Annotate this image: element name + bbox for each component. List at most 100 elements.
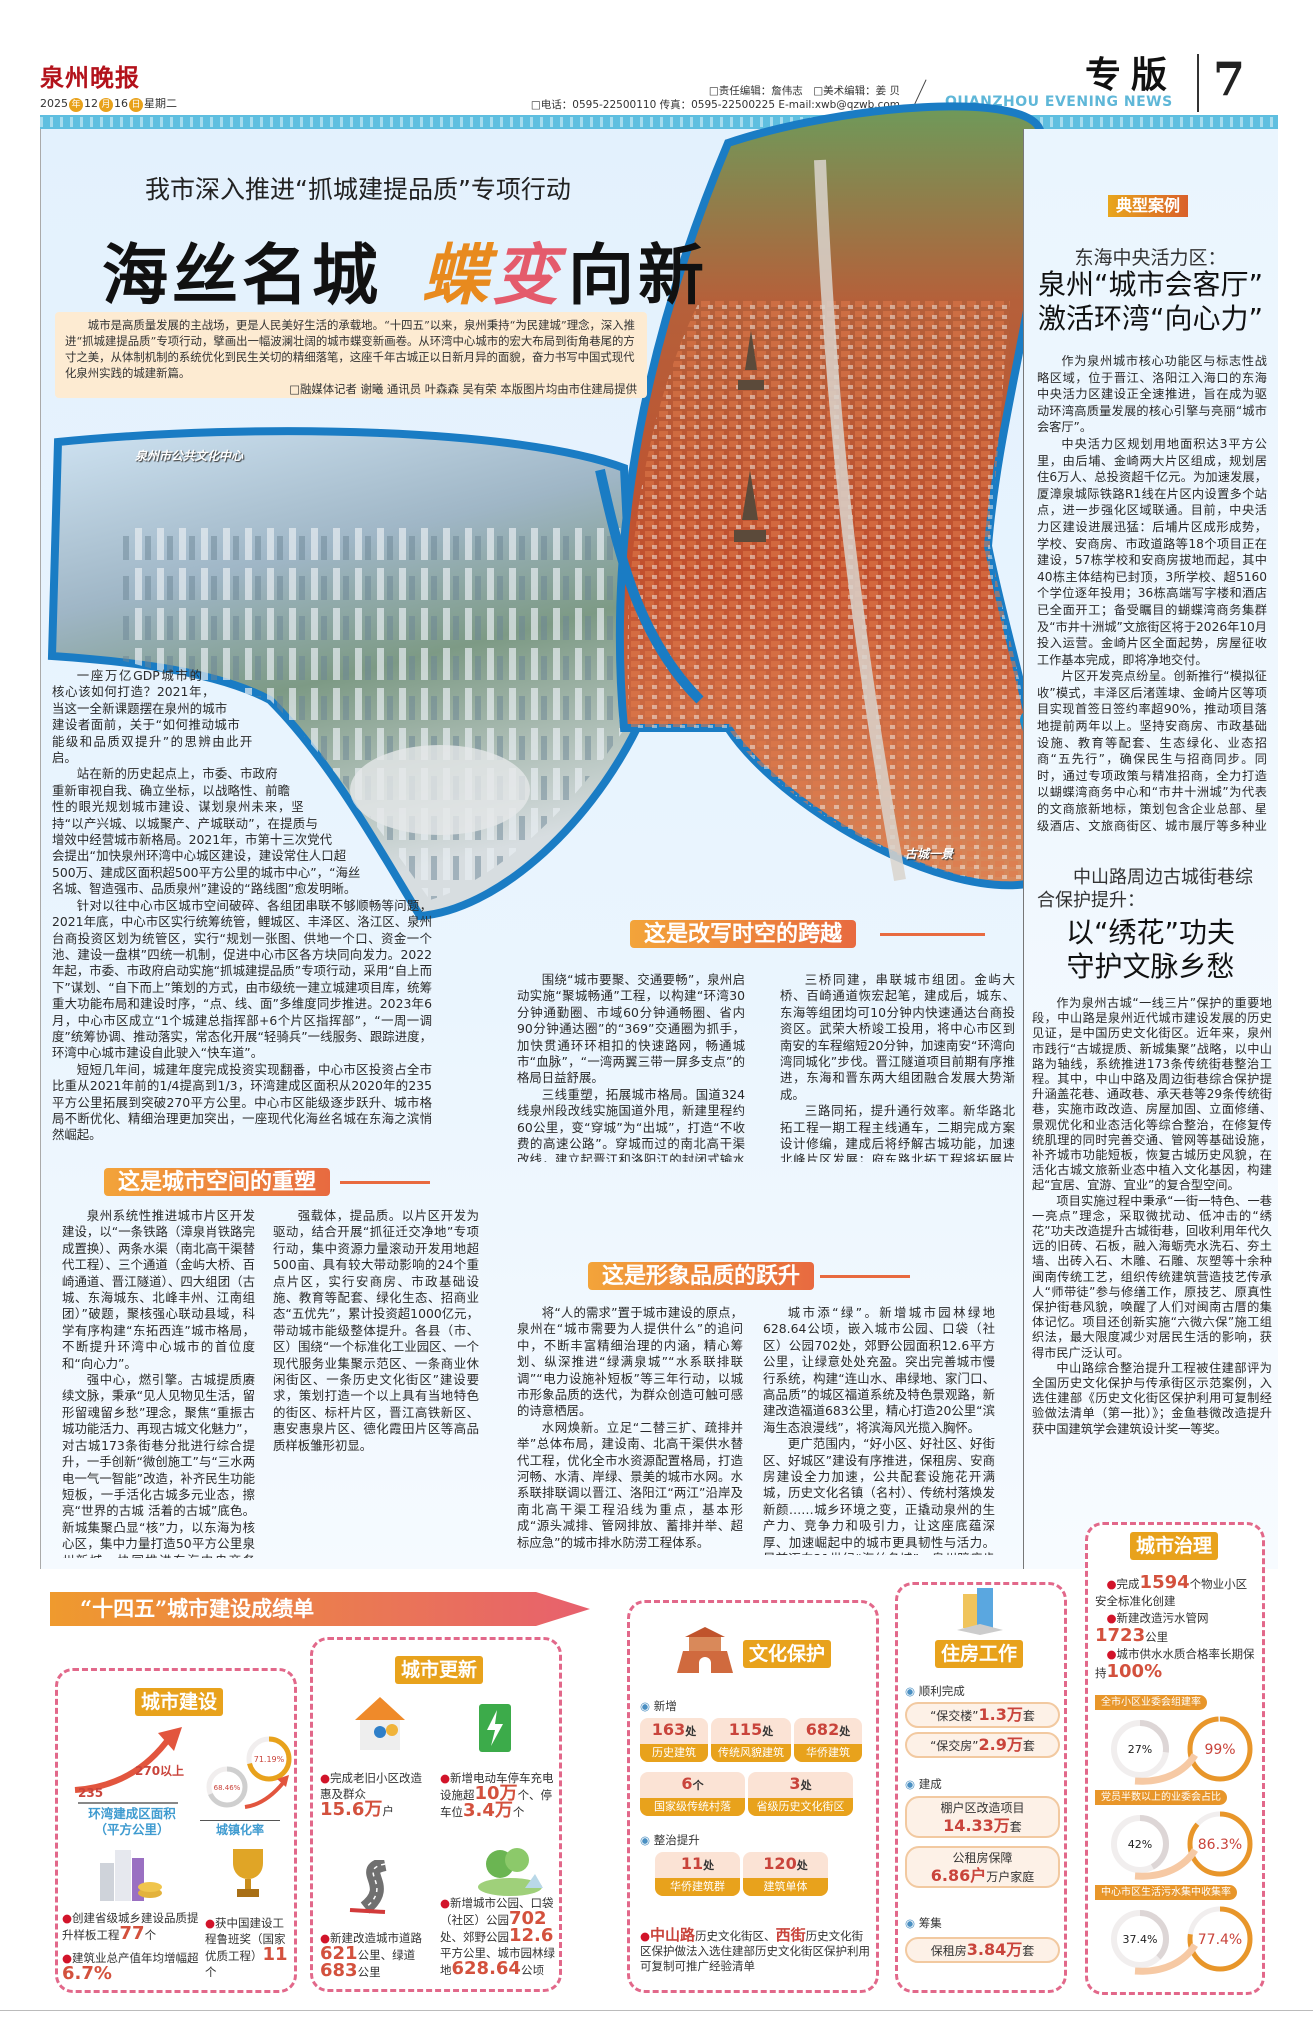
item-text: 完成 — [1116, 1577, 1140, 1591]
renewal-title: 城市更新 — [395, 1656, 484, 1684]
stat-chip: 115处 传统风貌建筑 — [711, 1718, 791, 1762]
photo-caption-right: 古城一景 — [905, 847, 954, 861]
page-number: 7 — [1213, 52, 1246, 106]
paragraph: 针对以往中心市区城市空间破碎、各组团串联不够顺畅等问题，2021年底，中心市区实… — [52, 897, 432, 1061]
construction-box — [55, 1668, 297, 1993]
area-label-1: 环湾建成区面积 — [88, 1806, 176, 1821]
case-tag: 典型案例 — [1108, 195, 1189, 217]
divider — [880, 933, 985, 936]
item-number: 628.64 — [451, 1958, 521, 1979]
case2-title-2: 守护文脉乡愁 — [1066, 950, 1235, 983]
lead-article: 一座万亿GDP城市的核心该如何打造？2021年，当这一全新课题摆在泉州的城市建设… — [52, 668, 432, 1142]
housing-done-label: 顺利完成 — [905, 1683, 965, 1699]
paragraph: 作为泉州古城“一线三片”保护的重要地段，中山路是泉州近代城市建设发展的历史见证，… — [1032, 996, 1272, 1193]
case1-lead: 东海中央活力区： — [1074, 247, 1227, 269]
date-year: 2025 — [40, 97, 68, 110]
paragraph: 短短几年间，城建年度完成投资实现翻番，中心市区投资占全市比重从2021年前的1/… — [52, 1061, 432, 1143]
ring-after — [1187, 1716, 1253, 1782]
paragraph: 中央活力区规划用地面积达3平方公里，由后埔、金崎两大片区组成，规划居住6万人、总… — [1037, 436, 1267, 667]
item-text: 平方公里、城市园林绿地 — [440, 1946, 555, 1977]
ring-after — [1187, 1906, 1253, 1972]
pill-number: 1.3万 — [978, 1705, 1023, 1724]
ring-caption: 党员半数以上的业委会占比 — [1095, 1790, 1227, 1805]
item-number: 12.6 — [509, 1925, 554, 1946]
paragraph: 将“人的需求”置于城市建设的原点，泉州在“城市需要为人提供什么”的追问中，不断丰… — [517, 1305, 743, 1419]
pill-unit: 套 — [1022, 1709, 1035, 1723]
item-number: 77 — [119, 1923, 145, 1944]
item-text: 建筑业总产值年均增幅超 — [72, 1951, 199, 1965]
item-text: 新建改造城市道路 — [330, 1931, 423, 1945]
urban-from-ring — [206, 1766, 248, 1808]
ancient-gate-icon — [677, 1627, 733, 1673]
case1-title-1: 泉州“城市会客厅” — [1037, 268, 1263, 301]
pill-number: 3.84万 — [966, 1940, 1023, 1959]
item-unit: 公里 — [357, 1965, 381, 1979]
urbanization-rings: 68.46% 71.19% — [206, 1736, 292, 1809]
title-part: 海丝名城 — [102, 237, 382, 314]
photo-caption-left: 泉州市公共文化中心 — [135, 449, 244, 463]
pill-number: 14.33万 — [943, 1816, 1010, 1835]
item-number: 621 — [320, 1943, 358, 1964]
paragraph: 三路同拓，提升通行效率。新华路北拓工程一期工程主线通车，二期完成方案设计修编，建… — [780, 1103, 1015, 1162]
area-to: 270以上 — [135, 1764, 185, 1778]
item-text: 完成老旧小区改造惠及群众 — [320, 1771, 423, 1801]
ring-before — [1111, 1910, 1169, 1968]
buildings-coins-icon — [100, 1850, 162, 1901]
item-text: 个物业小区安全标准化创建 — [1095, 1577, 1248, 1608]
housing-built-label: 建成 — [905, 1776, 942, 1792]
ring-group: 党员半数以上的业委会占比 42% 86.3% — [1095, 1790, 1260, 1885]
housing-pill-3: 棚户区改造项目 14.33万套 — [905, 1796, 1060, 1838]
case1-title-2: 激活环湾“向心力” — [1037, 302, 1263, 335]
governance-rings: 全市小区业委会组建率 27% 99% 党员半数以上的业委会占比 42% 86.3% 中心市区… — [1095, 1695, 1260, 1985]
date-month-char: 月 — [99, 98, 113, 112]
paragraph: 片区开发亮点纷呈。创新推行“模拟征收”模式，丰泽区后渚莲埭、金崎片区等项目实现首… — [1037, 669, 1267, 833]
urban-from-label: 68.46% — [214, 1784, 241, 1792]
chip-label: 华侨建筑群 — [655, 1878, 740, 1896]
paragraph: 三桥同建，串联城市组团。金屿大桥、百崎通道恢宏起笔，建成后，城东、东海等组团均可… — [780, 972, 1015, 1102]
chip-value: 11处 — [680, 1854, 715, 1873]
case-sidebar — [1023, 129, 1278, 1569]
pill-unit: 万户家庭 — [986, 1870, 1035, 1884]
pill-number: 6.86户 — [930, 1866, 987, 1885]
paragraph: 城市添“绿”。新增城市园林绿地628.64公顷，嵌入城市公园、口袋（社区）公园7… — [763, 1305, 995, 1435]
housing-pill-4: 公租房保障 6.86户万户家庭 — [905, 1846, 1060, 1888]
item-text: 新增电动车停车充电设施超 — [440, 1771, 554, 1802]
item-unit: 户 — [382, 1804, 394, 1818]
item-number: 683 — [320, 1960, 358, 1981]
area-label: 环湾建成区面积 （平方公里） — [72, 1806, 192, 1838]
date-day: 16 — [114, 97, 128, 110]
item-text: 城市供水水质合格率长期保持 — [1095, 1647, 1255, 1680]
note-text: 历史文化街区、 — [695, 1929, 776, 1943]
chip-value: 163处 — [651, 1720, 697, 1739]
note-highlight: 中山路 — [650, 1926, 696, 1944]
item-number: 10万 — [474, 1783, 518, 1804]
case1-body: 作为泉州城市核心功能区与标志性战略区域，位于晋江、洛阳江入海口的东海中央活力区建… — [1037, 353, 1267, 833]
chip-value: 682处 — [805, 1720, 851, 1739]
item-number: 1723 — [1095, 1625, 1146, 1646]
paragraph: 围绕“城市要聚、交通要畅”，泉州启动实施“聚城畅通”工程，以构建“环湾30分钟通… — [517, 972, 745, 1086]
construction-item-3: ●获中国建设工程鲁班奖（国家优质工程）11个 — [205, 1916, 288, 1979]
title-part: 变 — [492, 236, 562, 314]
item-text: 创建省级城乡建设品质提升样板工程 — [62, 1911, 199, 1942]
item-unit: 公里 — [1145, 1630, 1169, 1644]
culture-fix-chips: 11处华侨建筑群 120处 建筑单体 — [655, 1852, 855, 1897]
item-number: 702 — [509, 1908, 547, 1929]
item-text: 公里、绿道 — [357, 1948, 416, 1962]
governance-item-3: ●城市供水水质合格率长期保持100% — [1095, 1647, 1255, 1682]
divider — [78, 1802, 178, 1804]
pill-text: “保交房” — [930, 1739, 979, 1753]
paragraph: 更广范围内，“好小区、好社区、好街区、好城区”建设有序推进，保租房、安商房建设全… — [763, 1436, 995, 1555]
note-highlight: 西街 — [775, 1926, 806, 1944]
ring-after-label: 77.4% — [1198, 1932, 1242, 1948]
note-text: 历史文化街区保护做法入选住建部历史文化街区保护利用可复制可推广经验清单 — [640, 1929, 870, 1973]
intro-box: 城市是高质量发展的主战场，更是人民美好生活的承载地。“十四五”以来，泉州秉持“为… — [55, 312, 647, 398]
chip-value: 115处 — [728, 1720, 774, 1739]
paragraph: 三线重塑，拓展城市格局。国道324线泉州段改线实施国道外甩，新建里程约60公里，… — [517, 1086, 745, 1162]
ring-before — [1111, 1720, 1169, 1778]
paragraph: 强载体，提品质。以片区开发为驱动，结合开展“抓征迁交净地”专项行动，集中资源力量… — [273, 1208, 479, 1453]
ring-group: 全市小区业委会组建率 27% 99% — [1095, 1695, 1260, 1790]
apartment-building-icon — [957, 1588, 1003, 1635]
ring-caption: 全市小区业委会组建率 — [1095, 1695, 1207, 1710]
space-column-1: 泉州系统性推进城市片区开发建设，以“一条铁路（漳泉肖铁路完成置换）、两条水渠（南… — [62, 1208, 255, 1558]
stat-chip: 120处 建筑单体 — [743, 1852, 828, 1896]
